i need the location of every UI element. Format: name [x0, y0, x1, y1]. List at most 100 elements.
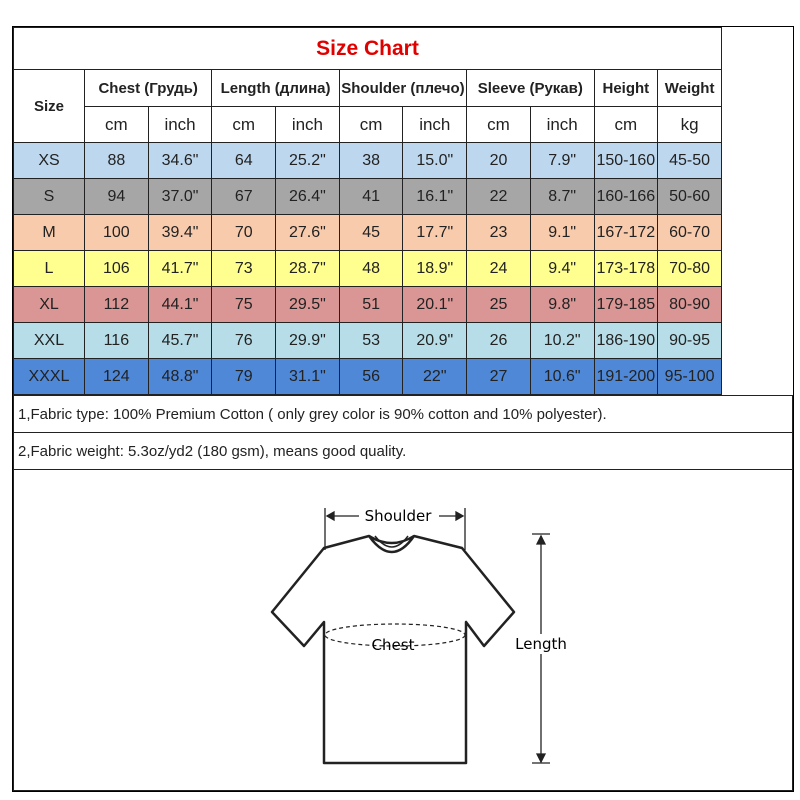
value-cell: 39.4": [147, 214, 213, 251]
value-cell: 16.1": [402, 178, 468, 215]
value-cell: 64: [211, 142, 277, 179]
value-cell: 25: [466, 286, 531, 323]
value-cell: 124: [84, 358, 149, 395]
value-cell: 60-70: [657, 214, 722, 251]
size-chart: Size Chart Size Chest (Грудь) Length (дли…: [12, 26, 794, 792]
value-cell: 23: [466, 214, 531, 251]
header-unit: cm: [84, 106, 149, 143]
shoulder-label: Shoulder: [365, 507, 433, 525]
table-row: L 106 41.7" 73 28.7" 48 18.9" 24 9.4" 173-178 70-8…: [13, 250, 793, 287]
value-cell: 9.1": [529, 214, 595, 251]
chart-title: Size Chart: [13, 27, 722, 70]
value-cell: 186-190: [593, 322, 659, 359]
size-cell: XS: [13, 142, 85, 179]
value-cell: 29.9": [275, 322, 340, 359]
value-cell: 20.1": [402, 286, 468, 323]
value-cell: 75: [211, 286, 277, 323]
value-cell: 15.0": [402, 142, 468, 179]
value-cell: 160-166: [593, 178, 659, 215]
value-cell: 9.4": [529, 250, 595, 287]
header-group: Sleeve (Рукав): [466, 69, 595, 107]
header-unit: cm: [593, 106, 659, 143]
value-cell: 26: [466, 322, 531, 359]
value-cell: 179-185: [593, 286, 659, 323]
table-row: XS 88 34.6" 64 25.2" 38 15.0" 20 7.9" 150-160 45-5…: [13, 142, 793, 179]
value-cell: 34.6": [147, 142, 213, 179]
value-cell: 48.8": [147, 358, 213, 395]
value-cell: 95-100: [657, 358, 722, 395]
header-unit: inch: [147, 106, 213, 143]
length-label: Length: [515, 635, 567, 653]
value-cell: 10.2": [529, 322, 595, 359]
size-cell: S: [13, 178, 85, 215]
value-cell: 173-178: [593, 250, 659, 287]
value-cell: 88: [84, 142, 149, 179]
value-cell: 27: [466, 358, 531, 395]
value-cell: 25.2": [275, 142, 340, 179]
table-row: XL 112 44.1" 75 29.5" 51 20.1" 25 9.8" 179-185 80-…: [13, 286, 793, 323]
value-cell: 76: [211, 322, 277, 359]
size-cell: XXL: [13, 322, 85, 359]
value-cell: 22": [402, 358, 468, 395]
value-cell: 90-95: [657, 322, 722, 359]
value-cell: 17.7": [402, 214, 468, 251]
value-cell: 100: [84, 214, 149, 251]
size-cell: L: [13, 250, 85, 287]
value-cell: 48: [338, 250, 404, 287]
value-cell: 20: [466, 142, 531, 179]
value-cell: 29.5": [275, 286, 340, 323]
size-cell: XXXL: [13, 358, 85, 395]
value-cell: 31.1": [275, 358, 340, 395]
value-cell: 27.6": [275, 214, 340, 251]
size-cell: M: [13, 214, 85, 251]
tshirt-diagram: Shoulder Chest Length: [13, 469, 793, 791]
value-cell: 22: [466, 178, 531, 215]
size-cell: XL: [13, 286, 85, 323]
value-cell: 51: [338, 286, 404, 323]
value-cell: 8.7": [529, 178, 595, 215]
value-cell: 94: [84, 178, 149, 215]
note-fabric-type: 1,Fabric type: 100% Premium Cotton ( onl…: [13, 395, 793, 433]
value-cell: 9.8": [529, 286, 595, 323]
value-cell: 53: [338, 322, 404, 359]
header-unit: inch: [529, 106, 595, 143]
value-cell: 41: [338, 178, 404, 215]
value-cell: 116: [84, 322, 149, 359]
value-cell: 106: [84, 250, 149, 287]
header-unit: cm: [338, 106, 404, 143]
table-row: XXL 116 45.7" 76 29.9" 53 20.9" 26 10.2" 186-190 9…: [13, 322, 793, 359]
value-cell: 44.1": [147, 286, 213, 323]
value-cell: 28.7": [275, 250, 340, 287]
value-cell: 20.9": [402, 322, 468, 359]
value-cell: 56: [338, 358, 404, 395]
value-cell: 50-60: [657, 178, 722, 215]
header-unit: inch: [402, 106, 468, 143]
header-group: Weight: [657, 69, 722, 107]
value-cell: 26.4": [275, 178, 340, 215]
value-cell: 45: [338, 214, 404, 251]
note-fabric-weight: 2,Fabric weight: 5.3oz/yd2 (180 gsm), me…: [13, 432, 793, 470]
value-cell: 18.9": [402, 250, 468, 287]
value-cell: 167-172: [593, 214, 659, 251]
value-cell: 150-160: [593, 142, 659, 179]
value-cell: 37.0": [147, 178, 213, 215]
value-cell: 80-90: [657, 286, 722, 323]
value-cell: 7.9": [529, 142, 595, 179]
value-cell: 70-80: [657, 250, 722, 287]
size-table: Size Chart Size Chest (Грудь) Length (дли…: [13, 27, 793, 395]
value-cell: 45.7": [147, 322, 213, 359]
header-group: Height: [593, 69, 659, 107]
value-cell: 70: [211, 214, 277, 251]
value-cell: 41.7": [147, 250, 213, 287]
value-cell: 10.6": [529, 358, 595, 395]
value-cell: 24: [466, 250, 531, 287]
header-group: Length (длина): [211, 69, 340, 107]
header-unit: kg: [657, 106, 722, 143]
table-row: XXXL 124 48.8" 79 31.1" 56 22" 27 10.6" 191-200 95…: [13, 358, 793, 395]
value-cell: 112: [84, 286, 149, 323]
header-unit: cm: [211, 106, 277, 143]
header-unit: cm: [466, 106, 531, 143]
value-cell: 191-200: [593, 358, 659, 395]
table-row: S 94 37.0" 67 26.4" 41 16.1" 22 8.7" 160-166 50-60: [13, 178, 793, 215]
chest-label: Chest: [372, 636, 415, 654]
